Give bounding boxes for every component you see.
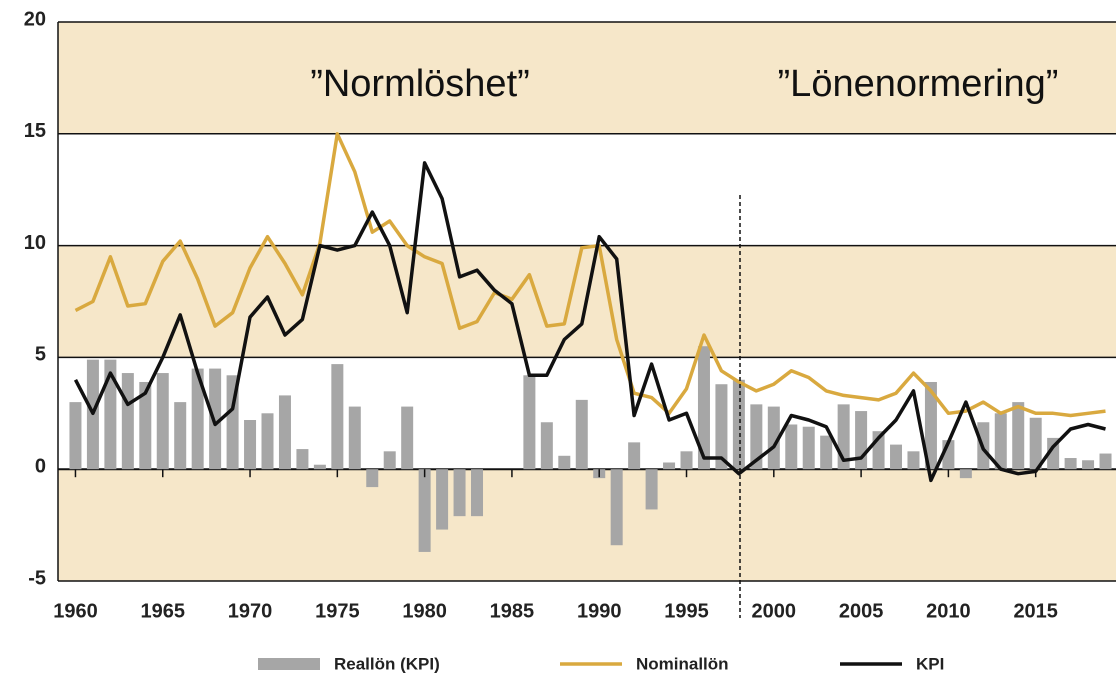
bar	[261, 413, 274, 470]
bar	[715, 384, 728, 470]
bar	[348, 406, 361, 470]
bar	[628, 442, 641, 470]
x-tick-label: 1990	[577, 600, 622, 622]
axes: -5 0 5 10 15 20 1960 1965 1970 1975 1980 1985 1990 19…	[24, 8, 1058, 622]
bar	[680, 451, 693, 470]
bar	[697, 346, 710, 470]
bar	[418, 469, 431, 552]
bar	[471, 469, 484, 517]
bar	[313, 464, 326, 470]
bar	[436, 469, 449, 530]
y-tick-label: 15	[24, 120, 46, 142]
bar	[767, 406, 780, 470]
annotation: ”Normlöshet”	[310, 63, 530, 105]
x-tick-label: 1995	[664, 600, 709, 622]
bar	[890, 444, 903, 470]
x-tick-label: 1985	[490, 600, 535, 622]
bar	[820, 435, 833, 470]
bar	[855, 411, 868, 470]
bar	[174, 402, 187, 470]
legend: Reallön (KPI) Nominallön KPI	[258, 654, 944, 673]
y-tick-label: 10	[24, 232, 46, 254]
bar	[401, 406, 414, 470]
bar	[139, 381, 152, 470]
y-tick-label: 0	[35, 455, 46, 477]
bar	[331, 364, 344, 470]
lines	[73, 132, 1106, 483]
legend-label: Reallön (KPI)	[334, 654, 440, 673]
band	[58, 133, 1116, 246]
bar	[540, 422, 553, 470]
legend-label: Nominallön	[636, 654, 729, 673]
bar	[575, 399, 588, 470]
bar	[69, 402, 82, 470]
bar	[278, 395, 291, 470]
bar	[104, 359, 117, 470]
x-tick-label: 2015	[1013, 600, 1058, 622]
y-tick-label: 5	[35, 344, 46, 366]
x-tick-label: 2010	[926, 600, 971, 622]
bar	[802, 426, 815, 470]
bar	[1064, 458, 1077, 470]
bar	[1012, 402, 1025, 470]
bar	[1029, 417, 1042, 470]
x-tick-label: 1965	[141, 600, 186, 622]
bar	[209, 368, 222, 470]
x-tick-label: 1975	[315, 600, 360, 622]
x-tick-label: 1980	[402, 600, 447, 622]
bar	[924, 381, 937, 470]
bar	[453, 469, 466, 517]
legend-label: KPI	[916, 654, 944, 673]
line	[74, 132, 1106, 418]
bar	[610, 469, 623, 546]
bar	[191, 368, 204, 470]
bar	[1099, 453, 1112, 470]
band	[58, 22, 1116, 134]
legend-swatch	[258, 658, 320, 670]
y-tick-label: 20	[24, 8, 46, 30]
bar	[523, 375, 536, 470]
bar	[156, 373, 169, 470]
line	[73, 161, 1106, 483]
bar	[121, 373, 134, 470]
bar	[645, 469, 658, 510]
y-tick-label: -5	[28, 567, 46, 589]
x-tick-label: 2000	[752, 600, 797, 622]
bar	[994, 413, 1007, 470]
bar	[1082, 460, 1095, 470]
bar	[366, 469, 379, 488]
bar	[296, 449, 309, 470]
x-tick-label: 1960	[53, 600, 98, 622]
bar	[383, 451, 396, 470]
bar	[785, 424, 798, 470]
bar	[558, 455, 571, 470]
bar	[907, 451, 920, 470]
bar	[663, 462, 676, 470]
x-tick-label: 2005	[839, 600, 884, 622]
bar	[750, 404, 763, 470]
bar	[732, 379, 745, 470]
x-tick-label: 1970	[228, 600, 273, 622]
band	[58, 469, 1116, 581]
bar	[244, 420, 257, 470]
bar	[959, 469, 972, 479]
annotation: ”Lönenormering”	[778, 63, 1059, 105]
